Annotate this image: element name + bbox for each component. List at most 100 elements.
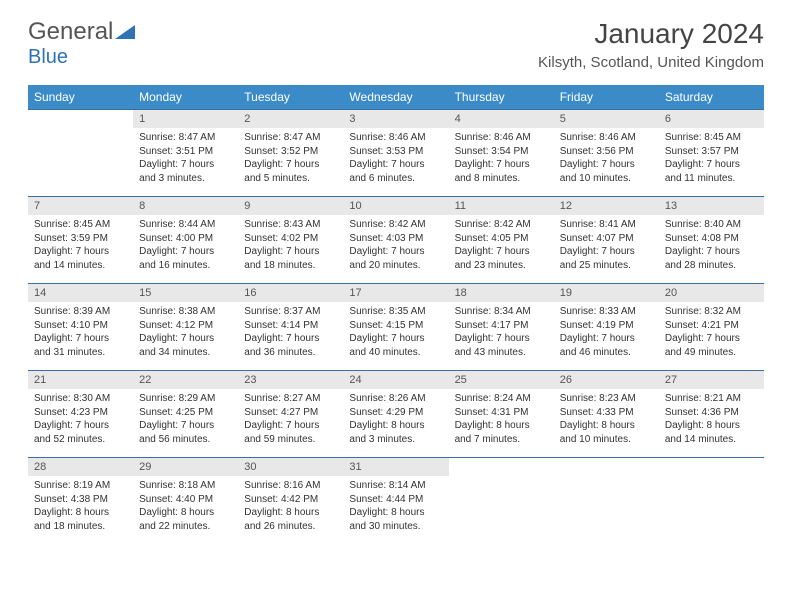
calendar-cell: 6Sunrise: 8:45 AMSunset: 3:57 PMDaylight… [659,110,764,196]
calendar-cell: 23Sunrise: 8:27 AMSunset: 4:27 PMDayligh… [238,371,343,457]
calendar-cell: 18Sunrise: 8:34 AMSunset: 4:17 PMDayligh… [449,284,554,370]
day-number: 26 [554,371,659,389]
day-number: 23 [238,371,343,389]
logo: General [28,18,137,46]
day-content: Sunrise: 8:16 AMSunset: 4:42 PMDaylight:… [238,476,343,539]
day-content: Sunrise: 8:35 AMSunset: 4:15 PMDaylight:… [343,302,448,365]
calendar-cell: 19Sunrise: 8:33 AMSunset: 4:19 PMDayligh… [554,284,659,370]
day-content: Sunrise: 8:26 AMSunset: 4:29 PMDaylight:… [343,389,448,452]
day-number: 9 [238,197,343,215]
day-content: Sunrise: 8:45 AMSunset: 3:59 PMDaylight:… [28,215,133,278]
calendar: SundayMondayTuesdayWednesdayThursdayFrid… [28,85,764,544]
day-content: Sunrise: 8:27 AMSunset: 4:27 PMDaylight:… [238,389,343,452]
day-number: 15 [133,284,238,302]
calendar-cell: 8Sunrise: 8:44 AMSunset: 4:00 PMDaylight… [133,197,238,283]
calendar-week: 14Sunrise: 8:39 AMSunset: 4:10 PMDayligh… [28,283,764,370]
day-content: Sunrise: 8:42 AMSunset: 4:05 PMDaylight:… [449,215,554,278]
calendar-cell: 26Sunrise: 8:23 AMSunset: 4:33 PMDayligh… [554,371,659,457]
weekday-label: Sunday [28,85,133,109]
day-number: 22 [133,371,238,389]
day-content: Sunrise: 8:40 AMSunset: 4:08 PMDaylight:… [659,215,764,278]
calendar-cell: 7Sunrise: 8:45 AMSunset: 3:59 PMDaylight… [28,197,133,283]
day-number: 10 [343,197,448,215]
calendar-cell: 1Sunrise: 8:47 AMSunset: 3:51 PMDaylight… [133,110,238,196]
day-content: Sunrise: 8:46 AMSunset: 3:56 PMDaylight:… [554,128,659,191]
weekday-label: Wednesday [343,85,448,109]
day-number [659,458,764,476]
title-block: January 2024 Kilsyth, Scotland, United K… [538,18,764,71]
calendar-cell: 13Sunrise: 8:40 AMSunset: 4:08 PMDayligh… [659,197,764,283]
day-content: Sunrise: 8:32 AMSunset: 4:21 PMDaylight:… [659,302,764,365]
day-number [554,458,659,476]
header: General January 2024 Kilsyth, Scotland, … [0,0,792,79]
calendar-week: 7Sunrise: 8:45 AMSunset: 3:59 PMDaylight… [28,196,764,283]
calendar-cell: 14Sunrise: 8:39 AMSunset: 4:10 PMDayligh… [28,284,133,370]
month-title: January 2024 [538,18,764,50]
day-content: Sunrise: 8:46 AMSunset: 3:53 PMDaylight:… [343,128,448,191]
calendar-cell: 16Sunrise: 8:37 AMSunset: 4:14 PMDayligh… [238,284,343,370]
calendar-cell [554,458,659,544]
day-number: 7 [28,197,133,215]
calendar-cell [659,458,764,544]
calendar-cell: 5Sunrise: 8:46 AMSunset: 3:56 PMDaylight… [554,110,659,196]
day-number: 24 [343,371,448,389]
calendar-cell: 2Sunrise: 8:47 AMSunset: 3:52 PMDaylight… [238,110,343,196]
calendar-cell: 10Sunrise: 8:42 AMSunset: 4:03 PMDayligh… [343,197,448,283]
weekday-label: Tuesday [238,85,343,109]
day-number: 17 [343,284,448,302]
day-content: Sunrise: 8:39 AMSunset: 4:10 PMDaylight:… [28,302,133,365]
calendar-cell: 11Sunrise: 8:42 AMSunset: 4:05 PMDayligh… [449,197,554,283]
logo-triangle-icon [115,23,137,41]
day-content: Sunrise: 8:45 AMSunset: 3:57 PMDaylight:… [659,128,764,191]
day-number: 29 [133,458,238,476]
day-number [28,110,133,128]
day-content: Sunrise: 8:46 AMSunset: 3:54 PMDaylight:… [449,128,554,191]
day-content: Sunrise: 8:43 AMSunset: 4:02 PMDaylight:… [238,215,343,278]
calendar-cell: 15Sunrise: 8:38 AMSunset: 4:12 PMDayligh… [133,284,238,370]
calendar-cell: 30Sunrise: 8:16 AMSunset: 4:42 PMDayligh… [238,458,343,544]
calendar-cell: 12Sunrise: 8:41 AMSunset: 4:07 PMDayligh… [554,197,659,283]
day-content: Sunrise: 8:30 AMSunset: 4:23 PMDaylight:… [28,389,133,452]
day-content: Sunrise: 8:42 AMSunset: 4:03 PMDaylight:… [343,215,448,278]
day-number: 27 [659,371,764,389]
calendar-cell: 3Sunrise: 8:46 AMSunset: 3:53 PMDaylight… [343,110,448,196]
day-number: 20 [659,284,764,302]
day-number: 30 [238,458,343,476]
calendar-cell [449,458,554,544]
day-number: 8 [133,197,238,215]
calendar-cell: 28Sunrise: 8:19 AMSunset: 4:38 PMDayligh… [28,458,133,544]
day-number: 25 [449,371,554,389]
day-content: Sunrise: 8:21 AMSunset: 4:36 PMDaylight:… [659,389,764,452]
calendar-cell: 29Sunrise: 8:18 AMSunset: 4:40 PMDayligh… [133,458,238,544]
day-number: 5 [554,110,659,128]
day-number: 6 [659,110,764,128]
day-number: 1 [133,110,238,128]
day-content: Sunrise: 8:34 AMSunset: 4:17 PMDaylight:… [449,302,554,365]
day-number: 18 [449,284,554,302]
calendar-cell: 25Sunrise: 8:24 AMSunset: 4:31 PMDayligh… [449,371,554,457]
weekday-header: SundayMondayTuesdayWednesdayThursdayFrid… [28,85,764,109]
calendar-week: 1Sunrise: 8:47 AMSunset: 3:51 PMDaylight… [28,109,764,196]
day-number: 13 [659,197,764,215]
day-number: 28 [28,458,133,476]
calendar-cell: 27Sunrise: 8:21 AMSunset: 4:36 PMDayligh… [659,371,764,457]
day-content: Sunrise: 8:37 AMSunset: 4:14 PMDaylight:… [238,302,343,365]
calendar-week: 28Sunrise: 8:19 AMSunset: 4:38 PMDayligh… [28,457,764,544]
day-content: Sunrise: 8:23 AMSunset: 4:33 PMDaylight:… [554,389,659,452]
weekday-label: Friday [554,85,659,109]
calendar-cell: 21Sunrise: 8:30 AMSunset: 4:23 PMDayligh… [28,371,133,457]
calendar-cell: 22Sunrise: 8:29 AMSunset: 4:25 PMDayligh… [133,371,238,457]
day-content: Sunrise: 8:41 AMSunset: 4:07 PMDaylight:… [554,215,659,278]
weekday-label: Thursday [449,85,554,109]
day-content: Sunrise: 8:33 AMSunset: 4:19 PMDaylight:… [554,302,659,365]
calendar-week: 21Sunrise: 8:30 AMSunset: 4:23 PMDayligh… [28,370,764,457]
weekday-label: Monday [133,85,238,109]
day-content: Sunrise: 8:24 AMSunset: 4:31 PMDaylight:… [449,389,554,452]
calendar-cell [28,110,133,196]
day-content: Sunrise: 8:19 AMSunset: 4:38 PMDaylight:… [28,476,133,539]
calendar-cell: 17Sunrise: 8:35 AMSunset: 4:15 PMDayligh… [343,284,448,370]
day-content: Sunrise: 8:18 AMSunset: 4:40 PMDaylight:… [133,476,238,539]
day-content: Sunrise: 8:29 AMSunset: 4:25 PMDaylight:… [133,389,238,452]
day-number: 11 [449,197,554,215]
day-content: Sunrise: 8:38 AMSunset: 4:12 PMDaylight:… [133,302,238,365]
